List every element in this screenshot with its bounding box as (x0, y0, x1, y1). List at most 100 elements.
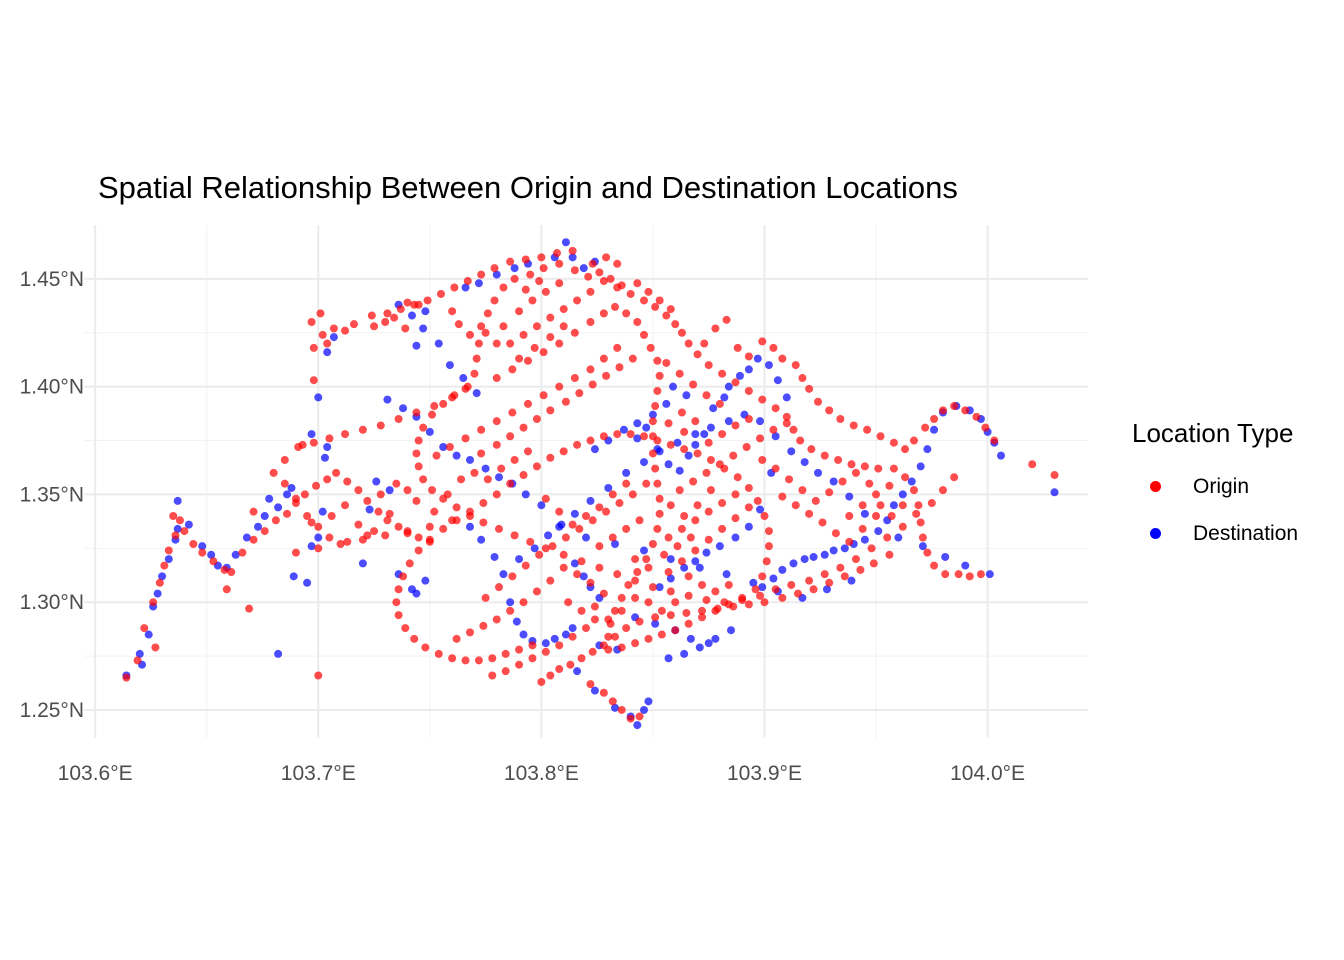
destination-point (691, 557, 700, 566)
origin-point (515, 660, 524, 669)
origin-point (414, 546, 423, 555)
origin-point (595, 268, 604, 277)
origin-point (519, 471, 528, 480)
origin-point (490, 296, 499, 305)
destination-point (706, 423, 715, 432)
origin-point (555, 641, 564, 650)
origin-point (392, 598, 401, 607)
destination-point (655, 447, 664, 456)
destination-point (682, 391, 691, 400)
origin-point (604, 645, 613, 654)
origin-point (521, 255, 530, 264)
origin-point (635, 617, 644, 626)
destination-point (669, 382, 678, 391)
origin-point (744, 483, 753, 492)
origin-point (635, 712, 644, 721)
origin-point (506, 479, 515, 488)
origin-point (312, 481, 321, 490)
destination-point (930, 425, 939, 434)
chart-title: Spatial Relationship Between Origin and … (98, 170, 958, 205)
origin-point (608, 490, 617, 499)
origin-point (323, 475, 332, 484)
origin-point (412, 449, 421, 458)
origin-point (758, 572, 767, 581)
destination-point (829, 546, 838, 555)
origin-point (423, 296, 432, 305)
destination-point (860, 535, 869, 544)
origin-point (541, 494, 550, 503)
destination-point (675, 466, 684, 475)
origin-point (392, 479, 401, 488)
origin-point (758, 455, 767, 464)
origin-point (383, 516, 392, 525)
origin-point (731, 490, 740, 499)
origin-point (164, 546, 173, 555)
destination-point (521, 490, 530, 499)
origin-point (492, 374, 501, 383)
origin-point (573, 440, 582, 449)
origin-point (898, 522, 907, 531)
origin-point (189, 540, 198, 549)
origin-point (403, 527, 412, 536)
origin-point (689, 380, 698, 389)
origin-point (249, 535, 258, 544)
origin-point (555, 279, 564, 288)
origin-point (921, 423, 930, 432)
origin-point (394, 585, 403, 594)
destination-point (383, 395, 392, 404)
origin-point (704, 535, 713, 544)
destination-point (666, 555, 675, 564)
origin-point (702, 391, 711, 400)
origin-point (561, 533, 570, 542)
destination-point (622, 468, 631, 477)
destination-point (550, 634, 559, 643)
origin-point (927, 499, 936, 508)
origin-point (836, 414, 845, 423)
destination-point (695, 563, 704, 572)
origin-point (515, 307, 524, 316)
destination-point (840, 544, 849, 553)
origin-point (671, 320, 680, 329)
origin-point (825, 406, 834, 415)
origin-point (798, 486, 807, 495)
grid-lines (84, 225, 1088, 738)
destination-point (907, 477, 916, 486)
origin-point (793, 589, 802, 598)
origin-point (704, 507, 713, 516)
origin-point (341, 326, 350, 335)
origin-point (655, 509, 664, 518)
origin-point (1028, 460, 1037, 469)
origin-point (465, 330, 474, 339)
destination-point (329, 333, 338, 342)
destination-point (452, 451, 461, 460)
origin-point (238, 548, 247, 557)
origin-point (588, 647, 597, 656)
origin-point (805, 576, 814, 585)
origin-point (314, 544, 323, 553)
destination-point (419, 324, 428, 333)
origin-point (403, 298, 412, 307)
origin-point (651, 613, 660, 622)
destination-point (644, 697, 653, 706)
origin-point (731, 421, 740, 430)
origin-point (887, 511, 896, 520)
destination-point (860, 509, 869, 518)
origin-point (568, 246, 577, 255)
origin-point (528, 296, 537, 305)
origin-point (657, 630, 666, 639)
origin-point (914, 501, 923, 510)
origin-point (140, 624, 149, 633)
origin-point (938, 486, 947, 495)
origin-point (1050, 471, 1059, 480)
origin-point (860, 462, 869, 471)
origin-point (450, 283, 459, 292)
scatter-points (122, 238, 1059, 730)
origin-point (599, 354, 608, 363)
origin-point (291, 548, 300, 557)
origin-point (698, 606, 707, 615)
origin-point (809, 585, 818, 594)
destination-point (472, 389, 481, 398)
destination-point (459, 374, 468, 383)
destination-point (173, 524, 182, 533)
origin-point (492, 440, 501, 449)
